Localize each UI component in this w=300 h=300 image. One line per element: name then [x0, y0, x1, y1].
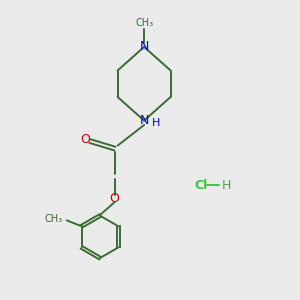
Text: Cl: Cl — [194, 179, 207, 192]
Text: H: H — [152, 118, 160, 128]
Text: N: N — [140, 40, 149, 53]
Text: CH₃: CH₃ — [45, 214, 63, 224]
Text: N: N — [140, 114, 149, 127]
Text: O: O — [110, 192, 120, 205]
Text: CH₃: CH₃ — [135, 18, 153, 28]
Text: H: H — [222, 179, 232, 192]
Text: O: O — [80, 133, 90, 146]
